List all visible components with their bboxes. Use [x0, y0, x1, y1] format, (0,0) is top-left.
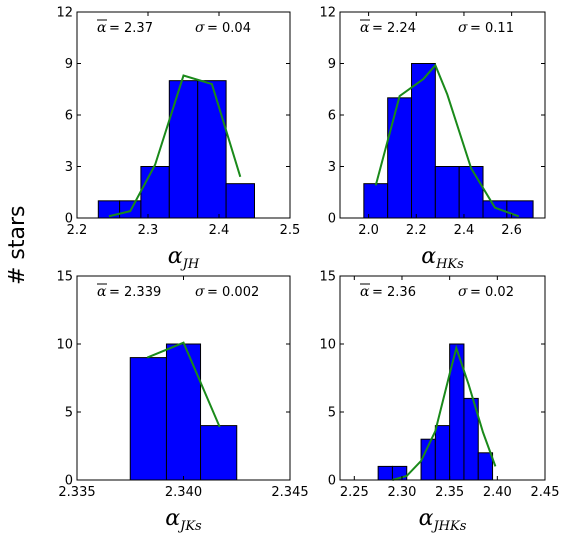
histogram-bar: [387, 97, 413, 219]
y-tick-label: 15: [319, 270, 336, 285]
histogram-bar: [200, 425, 238, 481]
histogram-bar: [225, 183, 256, 219]
mean-symbol: α: [360, 20, 370, 36]
x-axis-label-subscript: JHKs: [430, 519, 466, 534]
mean-value: = 2.339: [109, 285, 161, 300]
histogram-bar: [363, 183, 389, 219]
y-tick-label: 0: [65, 212, 73, 227]
axes-frame: [339, 275, 546, 481]
sigma-value: = 0.04: [207, 21, 251, 36]
x-tick-label: 2.25: [340, 485, 369, 500]
mean-symbol: α: [97, 20, 107, 36]
panel-4: 2.25 2.30 2.35 2.40 2.45 0 5 10 15 α = 2.36 σ = 0.02…: [319, 270, 559, 535]
y-tick-label: 12: [56, 6, 73, 21]
sigma-symbol: σ: [458, 20, 468, 36]
y-tick-label: 0: [65, 474, 73, 489]
x-tick-label: 2.2: [67, 223, 88, 238]
mean-symbol: α: [97, 284, 107, 300]
histogram-bar: [140, 166, 170, 219]
y-tick-label: 6: [328, 109, 336, 124]
mean-value: = 2.37: [109, 21, 153, 36]
sigma-symbol: σ: [195, 284, 205, 300]
x-axis-label-subscript: HKs: [435, 257, 464, 272]
x-axis-label: αHKs: [421, 244, 464, 272]
x-tick-label: 2.0: [358, 223, 379, 238]
x-tick-label: 2.335: [58, 485, 95, 500]
histogram-bar: [434, 166, 460, 219]
histogram-bar: [165, 343, 202, 481]
x-tick-label: 2.4: [454, 223, 475, 238]
panel-3: 2.335 2.340 2.345 0 5 10 15 α = 2.339 σ = 0.002 αJK…: [56, 270, 308, 535]
fit-line: [146, 341, 221, 428]
histogram-bar: [506, 200, 534, 219]
mean-symbol: α: [360, 284, 370, 300]
x-axis-label-subscript: JKs: [177, 519, 202, 534]
histogram-bar: [482, 200, 508, 219]
y-tick-label: 9: [65, 57, 73, 72]
x-tick-label: 2.30: [388, 485, 417, 500]
histogram-bar: [129, 357, 167, 481]
x-axis-label: αJH: [168, 244, 200, 272]
x-tick-label: 2.6: [501, 223, 522, 238]
x-tick-label: 2.5: [280, 223, 301, 238]
y-tick-label: 6: [65, 109, 73, 124]
panel-1: 2.2 2.3 2.4 2.5 0 3 6 9 12 α = 2.37 σ = 0.04 αJH: [56, 6, 300, 273]
y-tick-label: 12: [319, 6, 336, 21]
y-tick-label: 10: [319, 338, 336, 353]
histogram-bar: [477, 452, 494, 481]
fit-line: [392, 344, 497, 481]
fit-line: [108, 74, 242, 218]
y-tick-label: 9: [328, 57, 336, 72]
panel-2: 2.0 2.2 2.4 2.6 0 3 6 9 12 α = 2.24 σ = 0.11 αHKs: [319, 6, 546, 272]
x-tick-label: 2.345: [271, 485, 308, 500]
sigma-symbol: σ: [458, 284, 468, 300]
y-tick-label: 10: [56, 338, 73, 353]
x-tick-label: 2.35: [435, 485, 464, 500]
y-tick-label: 3: [328, 160, 336, 175]
histogram-bar: [411, 63, 436, 219]
sigma-value: = 0.11: [470, 21, 514, 36]
y-tick-label: 3: [65, 160, 73, 175]
y-tick-label: 15: [56, 270, 73, 285]
mean-value: = 2.24: [372, 21, 416, 36]
y-tick-label: 5: [328, 406, 336, 421]
mean-value: = 2.36: [372, 285, 416, 300]
y-tick-label: 0: [328, 212, 336, 227]
x-tick-label: 2.40: [483, 485, 512, 500]
histogram-bar: [377, 465, 393, 481]
y-tick-label: 0: [328, 474, 336, 489]
sigma-symbol: σ: [195, 20, 205, 36]
sigma-value: = 0.02: [470, 285, 514, 300]
y-tick-label: 5: [65, 406, 73, 421]
x-tick-label: 2.340: [165, 485, 202, 500]
histogram-bar: [458, 166, 484, 219]
x-axis-label: αJKs: [165, 506, 202, 534]
x-tick-label: 2.45: [531, 485, 560, 500]
histogram-bar: [168, 80, 199, 219]
x-tick-label: 2.2: [406, 223, 427, 238]
x-axis-label: αJHKs: [419, 506, 467, 534]
x-tick-label: 2.4: [209, 223, 230, 238]
x-tick-label: 2.3: [138, 223, 159, 238]
histogram-bar: [434, 425, 451, 481]
x-axis-label-subscript: JH: [180, 257, 200, 272]
fit-line: [374, 63, 520, 218]
sigma-value: = 0.002: [207, 285, 259, 300]
histogram-bar: [197, 80, 227, 219]
